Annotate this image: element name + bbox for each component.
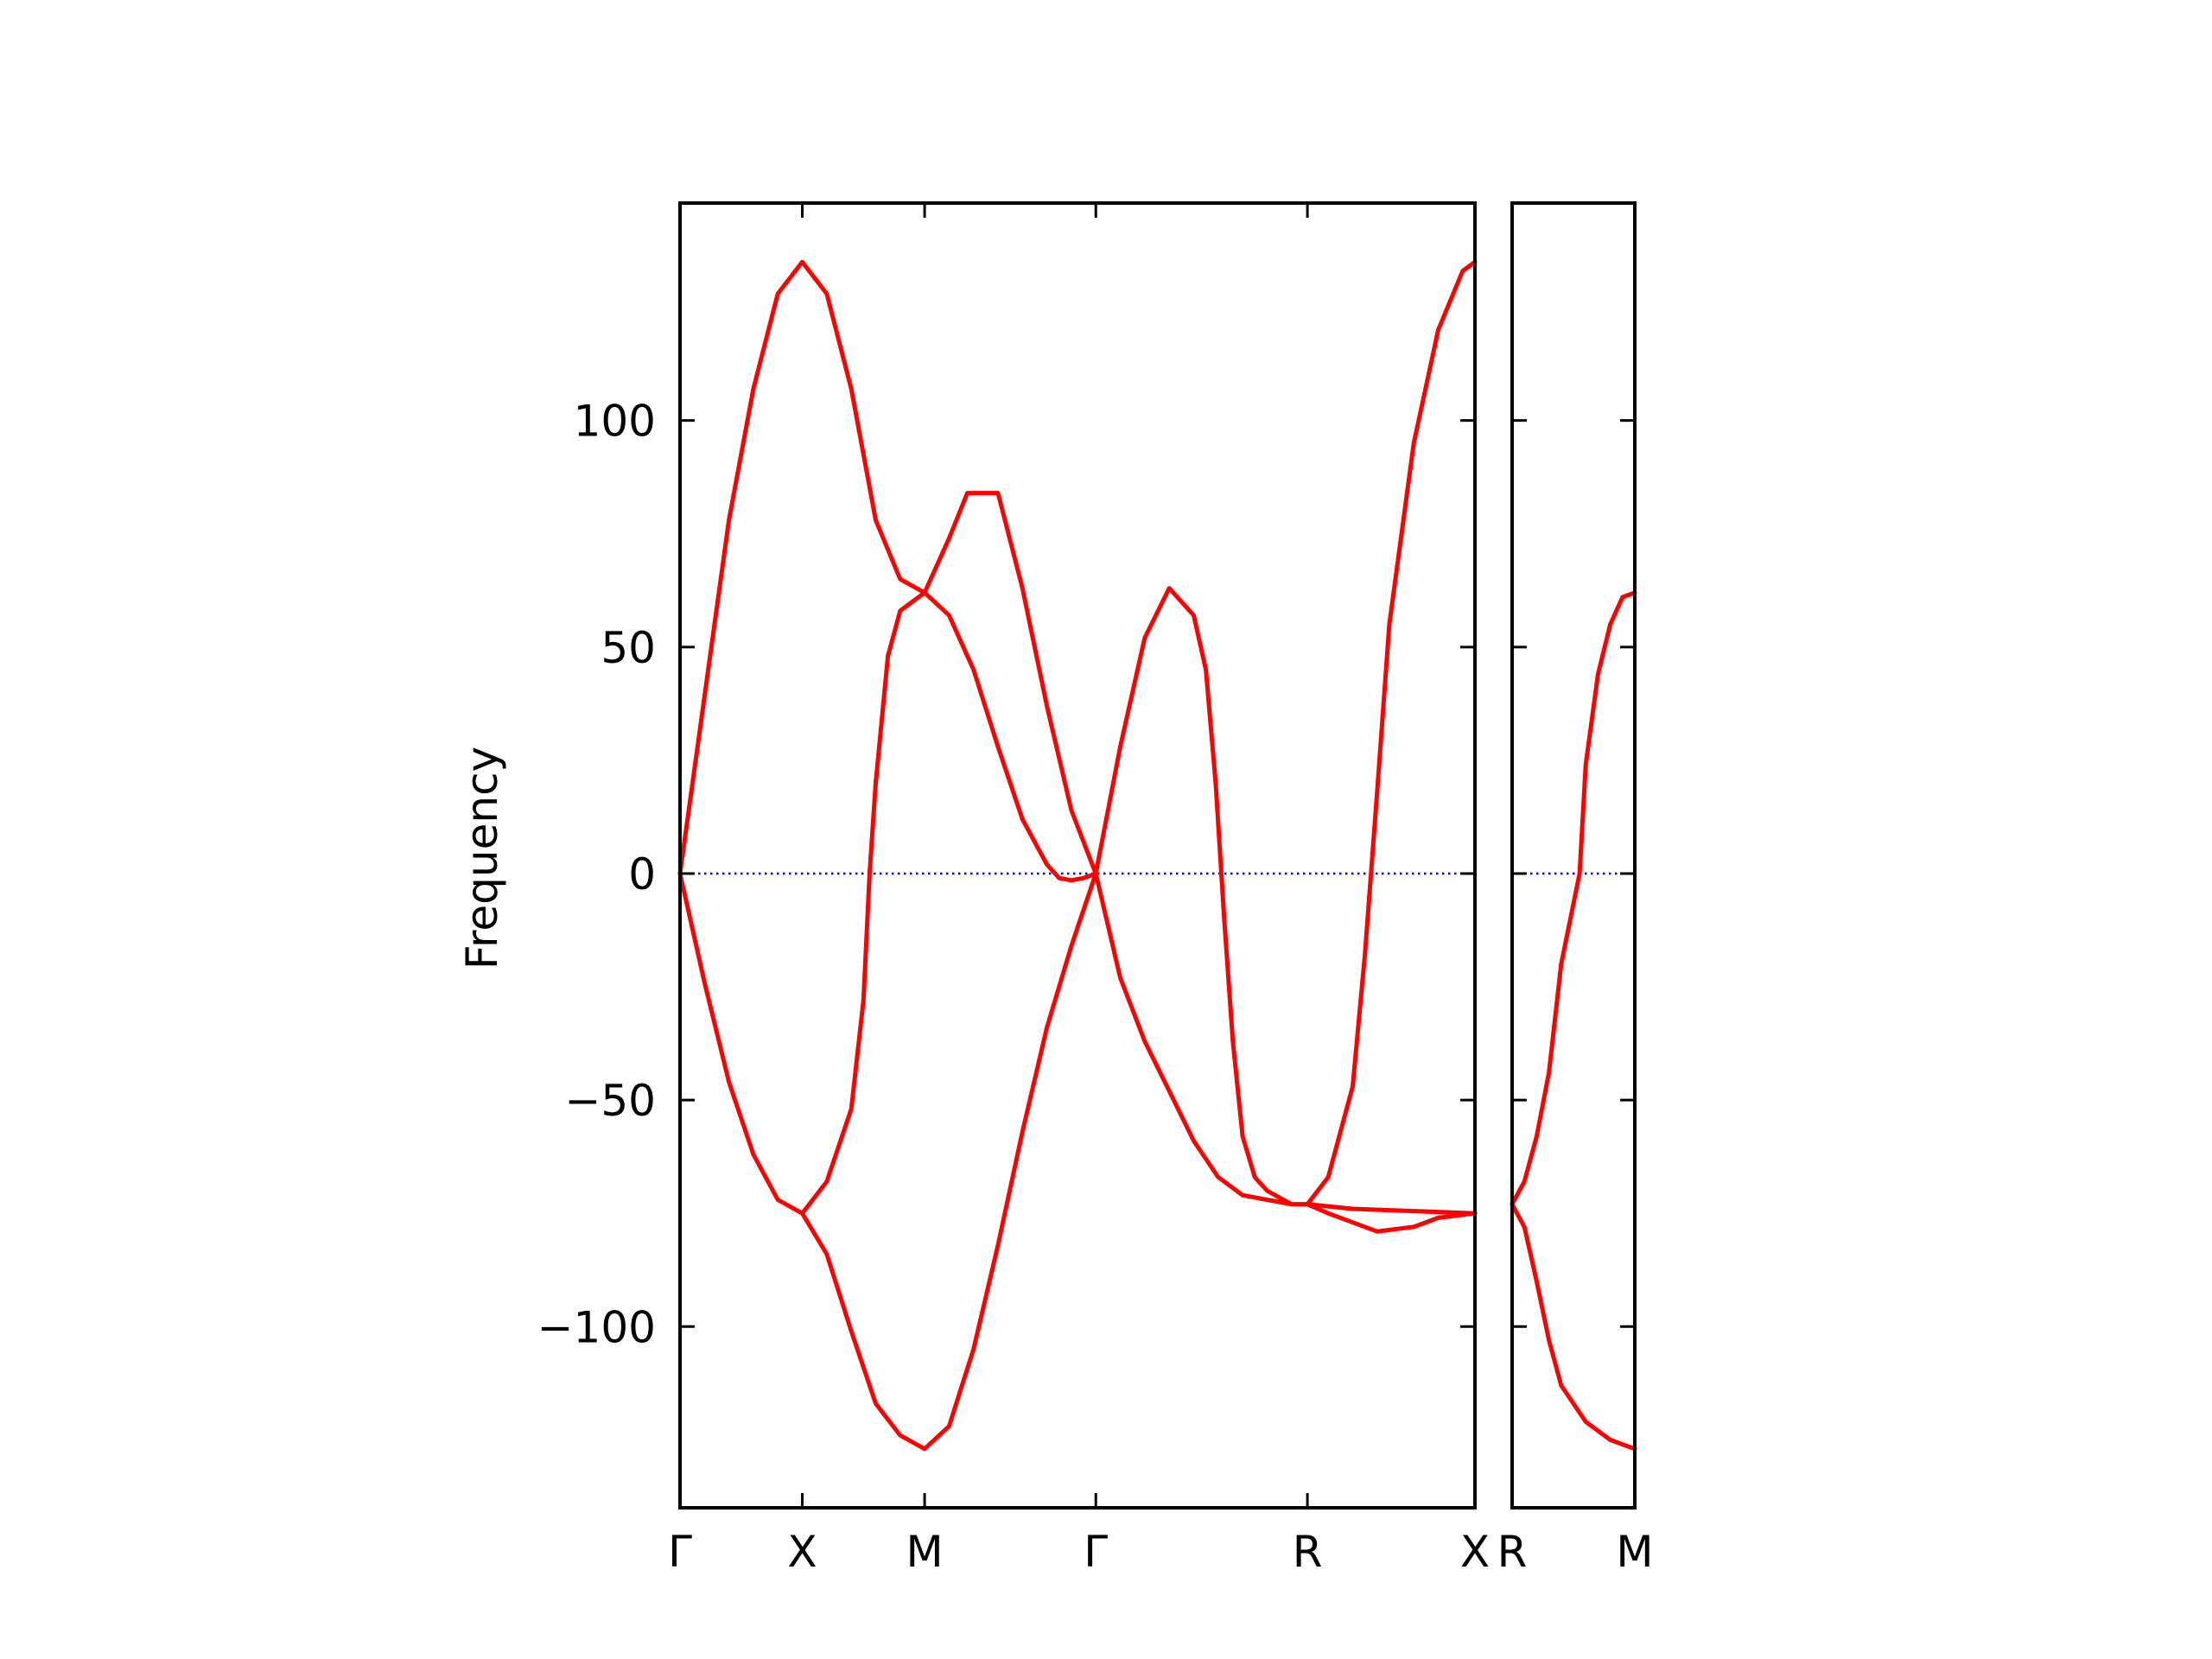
plot-frame-main [678,201,1477,1510]
y-tick-label: 100 [574,397,656,447]
band-series-main-4 [1305,259,1478,1207]
x-tick-label: R [1497,1527,1528,1577]
band-series-side-2 [1510,1202,1637,1452]
x-tick-label: X [787,1527,817,1577]
x-tick-label: Γ [1084,1527,1108,1577]
x-tick-label: M [1616,1527,1653,1577]
panel-main: 100 50 0 −50 −100 Γ X M Γ R X [537,201,1490,1577]
x-tick-label: R [1293,1527,1323,1577]
plot-frame-side [1510,201,1637,1510]
y-axis-label: Frequency [457,747,507,969]
y-tick-label: −50 [564,1076,656,1126]
band-series-main-2 [677,586,1478,1452]
x-tick-label: Γ [668,1527,692,1577]
y-tick-label: −100 [537,1302,656,1352]
x-tick-label: M [906,1527,944,1577]
y-tick-label: 50 [601,623,656,673]
band-series-main-1 [677,259,1478,1216]
band-series-main-3 [800,590,1098,1216]
band-series-side-1 [1510,590,1637,1207]
y-tick-label: 0 [628,849,656,899]
x-tick-label: X [1460,1527,1490,1577]
